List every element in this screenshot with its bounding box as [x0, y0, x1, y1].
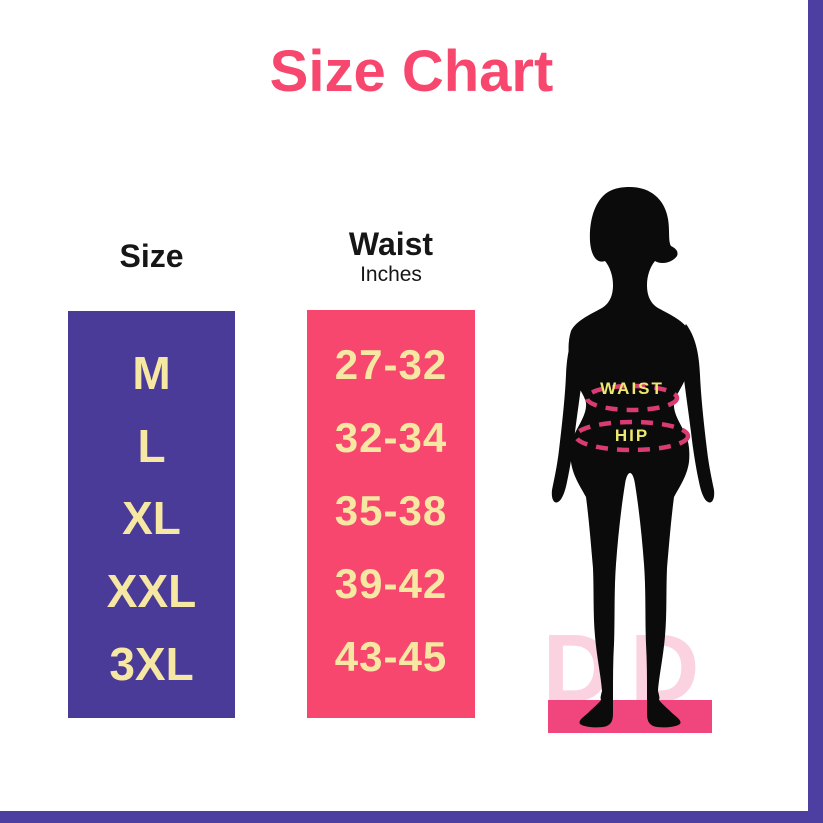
hip-measure-line [573, 419, 691, 453]
size-value: XXL [106, 565, 197, 618]
platform [548, 700, 712, 733]
waist-header-unit: Inches [360, 263, 422, 286]
waist-column: 27-32 32-34 35-38 39-42 43-45 [307, 310, 475, 718]
page-title: Size Chart [269, 39, 554, 104]
waist-measure-line [584, 383, 680, 413]
waist-range-value: 35-38 [334, 486, 448, 534]
waist-header-label: Waist [348, 226, 434, 262]
woman-silhouette-left-arm [551, 324, 585, 503]
size-value: M [132, 347, 171, 400]
size-value: 3XL [109, 637, 194, 690]
size-value: XL [122, 492, 181, 545]
page-border-bottom [0, 811, 823, 823]
size-value: L [137, 419, 166, 472]
woman-silhouette-right-arm [681, 324, 715, 503]
waist-range-value: 43-45 [334, 633, 448, 681]
waist-range-value: 39-42 [334, 560, 448, 608]
waist-label: WAIST [600, 379, 664, 398]
waist-column-header: Waist Inches [307, 226, 475, 287]
woman-silhouette-body [568, 187, 692, 728]
size-column-header: Size [119, 238, 184, 274]
size-column: M L XL XXL 3XL [68, 311, 235, 718]
hip-label: HIP [615, 426, 649, 445]
page-border-right [808, 0, 823, 823]
waist-range-value: 27-32 [334, 340, 448, 388]
waist-range-value: 32-34 [334, 413, 448, 461]
